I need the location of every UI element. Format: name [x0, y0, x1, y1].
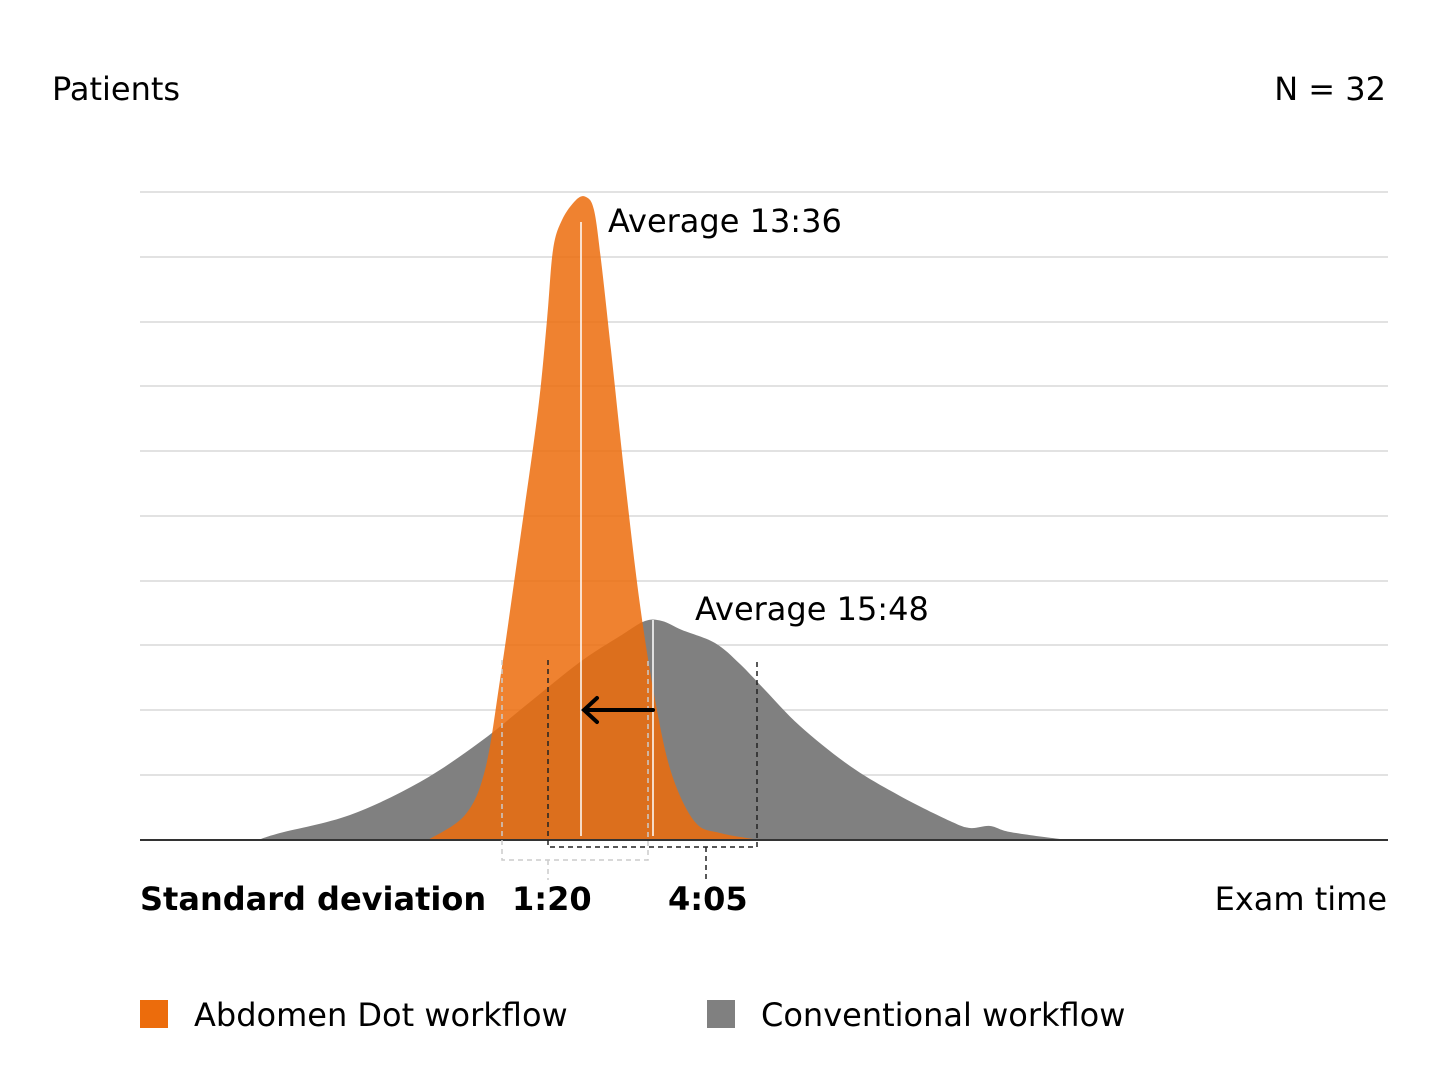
y-axis-label: Patients: [52, 70, 181, 108]
conventional-distribution: [258, 619, 1080, 840]
sample-size: N = 32: [1274, 70, 1386, 108]
gridlines: [140, 191, 1388, 776]
shift-arrow-icon: [581, 696, 655, 724]
x-axis-label: Exam time: [1214, 880, 1387, 918]
orange-std-bracket: [501, 660, 649, 880]
std-label: Standard deviation: [140, 880, 487, 918]
gray-std-bracket: [547, 660, 758, 880]
orange-average-label: Average 13:36: [608, 202, 842, 240]
legend-swatch-gray: [707, 1000, 735, 1028]
legend-label-abdomen-dot: Abdomen Dot workflow: [194, 996, 568, 1034]
orange-std-value: 1:20: [512, 880, 592, 918]
legend-swatch-orange: [140, 1000, 168, 1028]
legend-label-conventional: Conventional workflow: [761, 996, 1126, 1034]
gray-std-value: 4:05: [668, 880, 748, 918]
gray-average-label: Average 15:48: [695, 590, 929, 628]
abdomen-dot-distribution: [428, 196, 760, 840]
